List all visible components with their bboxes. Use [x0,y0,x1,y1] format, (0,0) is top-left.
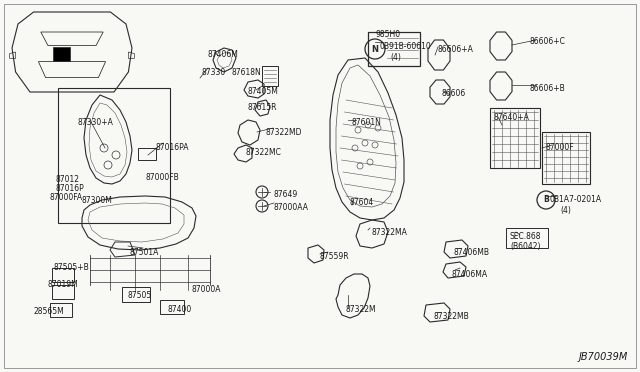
Text: 87012: 87012 [55,175,79,184]
Bar [52,285,74,299]
Bar [542,132,590,184]
Text: 985H0: 985H0 [375,30,400,39]
Text: 87604: 87604 [350,198,374,207]
Bar [368,32,420,66]
Text: 87322MB: 87322MB [434,312,470,321]
Text: (4): (4) [560,206,571,215]
Text: 0B1A7-0201A: 0B1A7-0201A [550,195,602,204]
Text: 87649: 87649 [273,190,297,199]
Text: SEC.868: SEC.868 [510,232,541,241]
Text: (4): (4) [390,53,401,62]
Text: 87000F: 87000F [546,143,575,152]
Text: 87406M: 87406M [208,50,239,59]
Text: (B6042): (B6042) [510,242,541,251]
Text: 87406MA: 87406MA [452,270,488,279]
Text: 87322MD: 87322MD [265,128,301,137]
Text: 87405M: 87405M [248,87,279,96]
Text: JB70039M: JB70039M [579,352,628,362]
Text: 87640+A: 87640+A [494,113,530,122]
Text: 0B91B-60610: 0B91B-60610 [380,42,432,51]
Bar [52,268,74,282]
Text: 87618N: 87618N [232,68,262,77]
Bar [506,228,548,248]
Text: 87505: 87505 [127,291,151,300]
Bar [122,287,150,302]
Text: 86606: 86606 [441,89,465,98]
Bar [490,108,540,168]
Text: 86606+C: 86606+C [530,37,566,46]
Text: 87019M: 87019M [47,280,77,289]
Bar [262,66,278,86]
Bar [160,300,184,314]
Text: 87322MC: 87322MC [245,148,281,157]
Bar [50,303,72,317]
Bar [58,88,170,223]
Text: 87400: 87400 [167,305,191,314]
Text: 87505+B: 87505+B [53,263,89,272]
Text: 87615R: 87615R [248,103,278,112]
Text: 87330+A: 87330+A [78,118,114,127]
Text: 87322M: 87322M [345,305,376,314]
Text: 87300M: 87300M [82,196,113,205]
Text: 86606+A: 86606+A [438,45,474,54]
Text: N: N [371,45,378,54]
Text: 87000FB: 87000FB [145,173,179,182]
Text: 87016PA: 87016PA [155,143,189,152]
Text: 87000A: 87000A [192,285,221,294]
Text: 87601N: 87601N [352,118,382,127]
Text: 87016P: 87016P [55,184,84,193]
Bar [53,47,70,61]
Bar [138,148,156,160]
Text: 87501A: 87501A [130,248,159,257]
Text: 87000FA: 87000FA [49,193,82,202]
Text: 87559R: 87559R [320,252,349,261]
Text: 87330: 87330 [202,68,227,77]
Text: 87322MA: 87322MA [372,228,408,237]
Text: 86606+B: 86606+B [530,84,566,93]
Text: 87406MB: 87406MB [453,248,489,257]
Text: B: B [543,196,549,205]
Text: 87000AA: 87000AA [274,203,309,212]
Text: 28565M: 28565M [33,307,64,316]
